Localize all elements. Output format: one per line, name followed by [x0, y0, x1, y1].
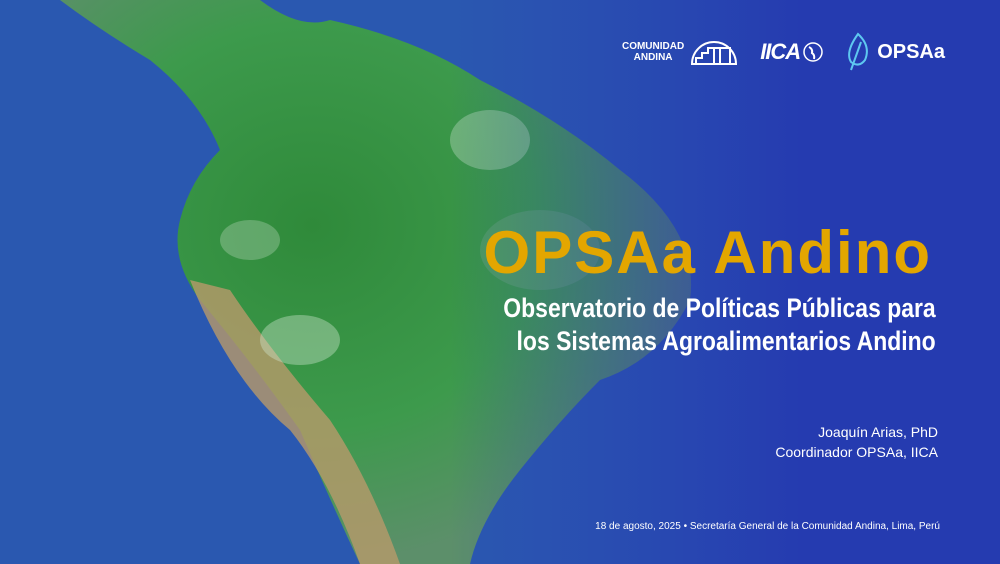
slide-title: OPSAa Andino: [483, 219, 932, 286]
subtitle-line: Observatorio de Políticas Públicas para: [503, 293, 936, 323]
slide-subtitle: Observatorio de Políticas Públicas para …: [504, 292, 936, 358]
opsaa-logo: OPSAa: [845, 32, 945, 72]
andean-arch-icon: [691, 41, 738, 65]
leaf-icon: [848, 32, 869, 71]
author-block: Joaquín Arias, PhD Coordinador OPSAa, II…: [775, 422, 938, 462]
globe-icon: [803, 42, 823, 62]
author-role: Coordinador OPSAa, IICA: [775, 444, 938, 460]
author-name: Joaquín Arias, PhD: [818, 424, 938, 440]
comunidad-andina-logo: COMUNIDAD ANDINA: [622, 39, 738, 65]
iica-logo: IICA: [760, 39, 823, 65]
subtitle-line: los Sistemas Agroalimentarios Andino: [516, 326, 936, 356]
logo-text: IICA: [760, 39, 801, 64]
logo-text: OPSAa: [877, 40, 945, 63]
date-location: 18 de agosto, 2025 • Secretaría General …: [595, 521, 940, 532]
logo-text: COMUNIDAD: [621, 41, 685, 52]
logo-text: ANDINA: [633, 52, 673, 63]
partner-logos: COMUNIDAD ANDINA IICA OPSAa: [622, 32, 945, 72]
